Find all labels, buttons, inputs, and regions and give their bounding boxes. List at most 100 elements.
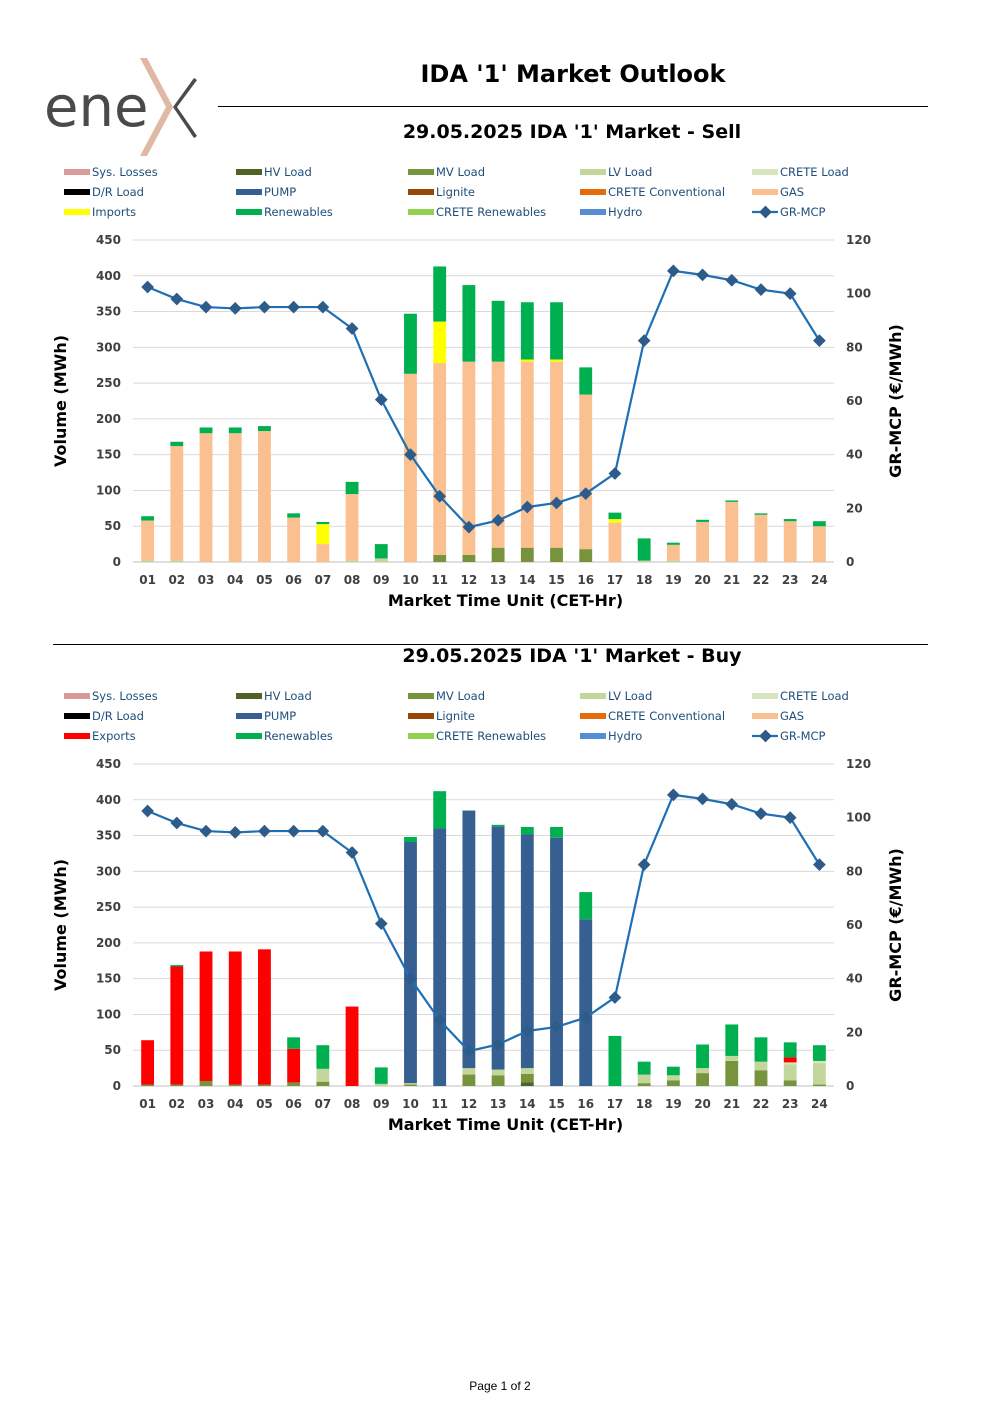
- x-tick-label: 16: [577, 573, 594, 587]
- x-tick-label: 05: [256, 573, 273, 587]
- bar-renewables-02: [170, 965, 184, 967]
- x-tick-label: 21: [723, 573, 740, 587]
- legend-swatch: [64, 189, 90, 195]
- bar-gas-01: [141, 520, 155, 561]
- bar-renewables-17: [608, 512, 622, 520]
- y-tick-label: 150: [96, 972, 121, 986]
- gr-mcp-point-05: [258, 824, 271, 838]
- x-tick-label: 05: [256, 1097, 273, 1111]
- bar-exports-01: [141, 1040, 155, 1085]
- legend-label: Sys. Losses: [92, 165, 158, 179]
- bar-lv-load-08: [345, 560, 359, 562]
- x-tick-label: 08: [344, 573, 361, 587]
- bar-renewables-13: [491, 300, 505, 362]
- x-tick-label: 12: [461, 1097, 478, 1111]
- y-tick-label: 200: [96, 936, 121, 950]
- y-tick-label: 100: [96, 1007, 121, 1021]
- legend-swatch: [408, 169, 434, 175]
- legend-swatch: [752, 693, 778, 699]
- bar-renewables-07: [316, 1045, 330, 1069]
- gr-mcp-point-02: [170, 816, 184, 830]
- bar-gas-05: [258, 431, 271, 562]
- legend-swatch: [752, 189, 778, 195]
- bar-mv-load-11: [433, 554, 447, 562]
- gr-mcp-point-07: [316, 824, 330, 838]
- bar-exports-02: [170, 966, 184, 1085]
- x-tick-label: 17: [607, 573, 624, 587]
- legend-item: Imports: [64, 205, 136, 219]
- x-tick-label: 17: [607, 1097, 624, 1111]
- legend-label: LV Load: [608, 689, 652, 703]
- legend-item: D/R Load: [64, 709, 144, 723]
- gr-mcp-point-05: [258, 300, 271, 314]
- gr-mcp-point-17: [608, 991, 622, 1004]
- legend-label: PUMP: [264, 185, 296, 199]
- y-tick-label: 250: [96, 376, 121, 390]
- legend-label: Renewables: [264, 205, 333, 219]
- gr-mcp-point-09: [374, 917, 388, 931]
- bar-pump-11: [433, 828, 447, 1086]
- section-divider: [53, 644, 928, 645]
- bar-lv-load-20: [696, 1068, 709, 1074]
- page-number: Page 1 of 2: [469, 1379, 531, 1393]
- gr-mcp-point-04: [228, 826, 242, 839]
- bar-gas-02: [170, 446, 184, 561]
- bar-renewables-06: [287, 513, 301, 518]
- x-tick-label: 06: [285, 1097, 302, 1111]
- buy-chart: 29.05.2025 IDA '1' Market - Buy Sys. Loss…: [0, 634, 1000, 1134]
- bar-lv-load-23: [783, 1064, 797, 1081]
- y-tick-label: 450: [96, 233, 121, 247]
- bar-renewables-15: [550, 826, 563, 838]
- bar-mv-load-20: [696, 1073, 709, 1086]
- legend-swatch: [752, 169, 778, 175]
- bar-renewables-19: [666, 542, 680, 545]
- gr-mcp-point-11: [433, 489, 447, 503]
- legend-marker-diamond: [759, 205, 772, 219]
- legend-label: CRETE Renewables: [436, 205, 546, 219]
- bar-imports-07: [316, 524, 330, 545]
- legend-label: Exports: [92, 729, 136, 743]
- legend-swatch: [236, 189, 262, 195]
- gr-mcp-point-01: [141, 804, 154, 818]
- legend-item: MV Load: [408, 689, 485, 703]
- y-tick-label: 350: [96, 305, 121, 319]
- y2-tick-label: 60: [846, 918, 863, 932]
- bar-mv-load-01: [141, 1084, 155, 1086]
- legend-swatch: [64, 733, 90, 739]
- bar-renewables-23: [783, 1042, 797, 1058]
- legend-label: Lignite: [436, 709, 475, 723]
- bar-lv-load-07: [316, 1068, 330, 1082]
- bar-renewables-14: [520, 302, 534, 360]
- gr-mcp-point-01: [141, 280, 154, 294]
- legend-label: Sys. Losses: [92, 689, 158, 703]
- x-axis-label: Market Time Unit (CET-Hr): [388, 591, 623, 610]
- y2-tick-label: 80: [846, 340, 863, 354]
- legend-label: GAS: [780, 185, 804, 199]
- gr-mcp-point-22: [754, 283, 768, 297]
- legend-swatch: [580, 209, 606, 215]
- legend-swatch: [580, 713, 606, 719]
- bar-mv-load-16: [579, 549, 593, 562]
- gr-mcp-point-03: [199, 824, 213, 838]
- x-tick-label: 20: [694, 1097, 711, 1111]
- gr-mcp-point-23: [783, 811, 797, 825]
- bar-mv-load-07: [316, 1081, 330, 1086]
- bar-renewables-18: [637, 538, 651, 561]
- gr-mcp-point-24: [813, 858, 826, 871]
- bar-mv-load-04: [228, 1084, 242, 1086]
- bar-mv-load-22: [754, 1070, 768, 1086]
- y-axis-label: Volume (MWh): [51, 859, 70, 991]
- legend-item: Sys. Losses: [64, 689, 158, 703]
- bar-crete-load-23: [783, 1062, 797, 1065]
- bar-renewables-20: [696, 519, 709, 522]
- bar-imports-14: [520, 359, 534, 362]
- bar-renewables-02: [170, 441, 184, 447]
- bar-hv-load-14: [520, 1082, 534, 1086]
- bar-mv-load-12: [462, 554, 476, 562]
- legend-label: D/R Load: [92, 709, 144, 723]
- enex-logo: ene: [44, 58, 204, 158]
- bar-gas-06: [287, 517, 301, 562]
- x-tick-label: 24: [811, 573, 828, 587]
- legend-item: Sys. Losses: [64, 165, 158, 179]
- bar-renewables-04: [228, 427, 242, 434]
